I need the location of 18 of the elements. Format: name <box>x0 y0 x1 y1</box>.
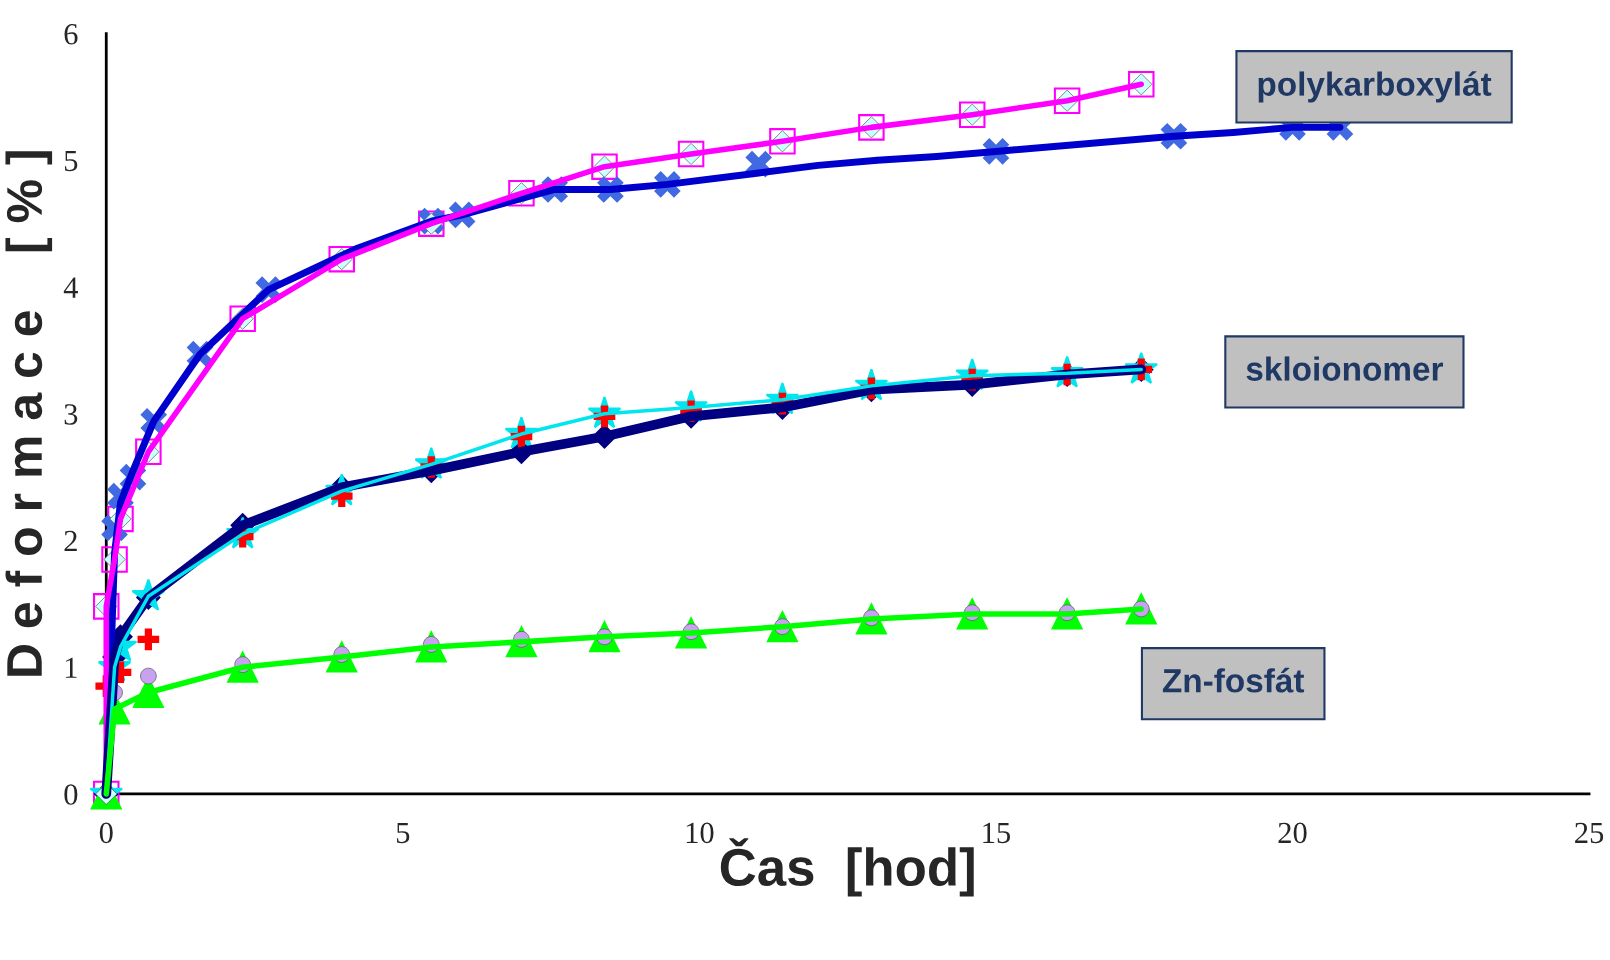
y-tick-label: 4 <box>63 277 78 298</box>
y-tick-label: 1 <box>65 657 77 678</box>
y-tick-label: 0 <box>64 784 78 805</box>
x-tick-label: 10 <box>686 822 714 844</box>
x-axis-title: Čas [hod] <box>720 838 974 897</box>
y-tick-label: 2 <box>64 530 77 552</box>
y-tick-label: 6 <box>64 23 78 45</box>
x-tick-label: 20 <box>1278 822 1307 844</box>
y-tick-label: 5 <box>64 150 78 172</box>
x-tick-label: 25 <box>1575 822 1604 844</box>
x-tick-label: 0 <box>99 822 113 844</box>
y-axis-title: D e f o r m a c e [ % ] <box>5 151 53 676</box>
x-tick-label: 5 <box>396 822 410 844</box>
annotation: skloionomer <box>1246 356 1444 381</box>
annotation: Zn-fosfát <box>1162 667 1305 693</box>
x-tick-label: 15 <box>983 822 1011 844</box>
y-tick-label: 3 <box>64 404 78 425</box>
annotation: polykarboxylát <box>1258 71 1492 103</box>
